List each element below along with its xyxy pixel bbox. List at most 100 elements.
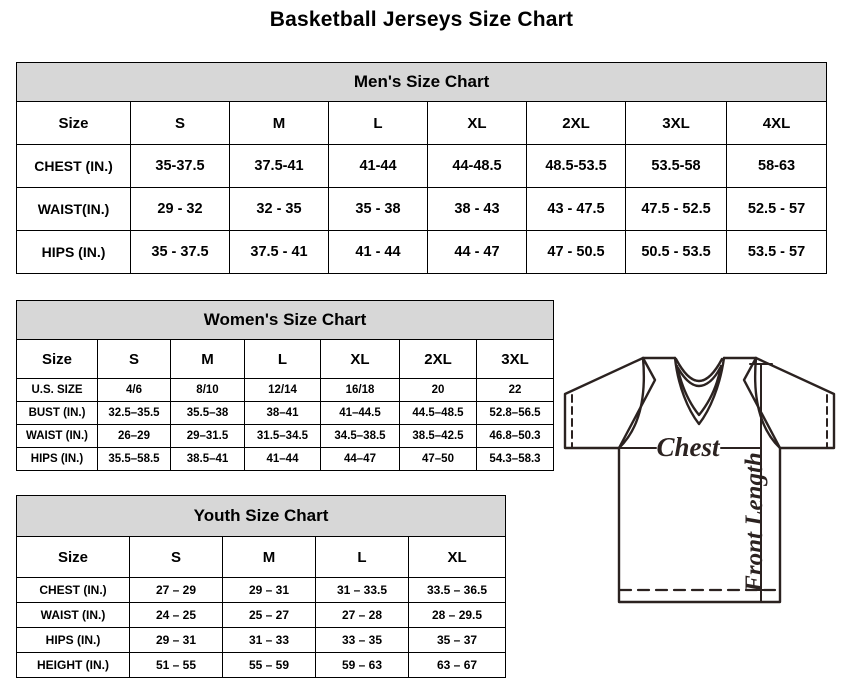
v-neck-outer bbox=[673, 356, 726, 426]
womens-row-label-waist: WAIST (IN.) bbox=[16, 424, 98, 448]
mens-header-row: Size S M L XL 2XL 3XL 4XL bbox=[16, 101, 828, 145]
mens-cell-chest-l: 41-44 bbox=[328, 144, 428, 188]
table-row: BUST (IN.) 32.5–35.5 35.5–38 38–41 41–44… bbox=[16, 401, 555, 425]
mens-cell-chest-s: 35-37.5 bbox=[130, 144, 230, 188]
mens-cell-hips-xl: 44 - 47 bbox=[427, 230, 527, 274]
womens-cell-ussize-l: 12/14 bbox=[244, 378, 321, 402]
mens-cell-waist-xl: 38 - 43 bbox=[427, 187, 527, 231]
mens-col-header-xl: XL bbox=[427, 101, 527, 145]
table-row: U.S. SIZE 4/6 8/10 12/14 16/18 20 22 bbox=[16, 378, 555, 402]
mens-col-header-m: M bbox=[229, 101, 329, 145]
womens-size-chart-table: Women's Size Chart Size S M L XL 2XL 3XL… bbox=[15, 300, 555, 471]
youth-col-header-xl: XL bbox=[407, 536, 507, 578]
womens-cell-waist-m: 29–31.5 bbox=[170, 424, 245, 448]
youth-cell-waist-xl: 28 – 29.5 bbox=[407, 602, 507, 628]
mens-row-label-chest: CHEST (IN.) bbox=[16, 144, 131, 188]
womens-col-header-l: L bbox=[244, 339, 321, 379]
mens-cell-waist-s: 29 - 32 bbox=[130, 187, 230, 231]
table-row: WAIST (IN.) 24 – 25 25 – 27 27 – 28 28 –… bbox=[16, 602, 507, 628]
womens-caption-row: Women's Size Chart bbox=[15, 300, 555, 340]
table-row: WAIST(IN.) 29 - 32 32 - 35 35 - 38 38 - … bbox=[16, 187, 828, 231]
mens-cell-hips-s: 35 - 37.5 bbox=[130, 230, 230, 274]
womens-cell-waist-3xl: 46.8–50.3 bbox=[475, 424, 555, 448]
youth-cell-height-xl: 63 – 67 bbox=[407, 652, 507, 678]
youth-cell-height-s: 51 – 55 bbox=[129, 652, 223, 678]
mens-caption-row: Men's Size Chart bbox=[15, 62, 828, 102]
youth-col-header-l: L bbox=[315, 536, 409, 578]
left-armhole-curve bbox=[617, 356, 646, 450]
v-neck-middle bbox=[675, 364, 723, 417]
youth-cell-chest-xl: 33.5 – 36.5 bbox=[407, 577, 507, 603]
mens-cell-chest-2xl: 48.5-53.5 bbox=[526, 144, 626, 188]
mens-cell-hips-2xl: 47 - 50.5 bbox=[526, 230, 626, 274]
youth-cell-height-m: 55 – 59 bbox=[222, 652, 316, 678]
womens-cell-bust-2xl: 44.5–48.5 bbox=[399, 401, 477, 425]
table-row: CHEST (IN.) 27 – 29 29 – 31 31 – 33.5 33… bbox=[16, 577, 507, 603]
youth-cell-waist-l: 27 – 28 bbox=[315, 602, 409, 628]
youth-col-header-size: Size bbox=[16, 536, 130, 578]
womens-cell-waist-l: 31.5–34.5 bbox=[244, 424, 321, 448]
womens-cell-bust-xl: 41–44.5 bbox=[320, 401, 400, 425]
mens-chart-caption: Men's Size Chart bbox=[15, 62, 828, 102]
mens-row-label-waist: WAIST(IN.) bbox=[16, 187, 131, 231]
womens-col-header-2xl: 2XL bbox=[399, 339, 477, 379]
body-shape bbox=[617, 446, 782, 604]
youth-col-header-s: S bbox=[129, 536, 223, 578]
front-length-label: Front Length bbox=[741, 452, 768, 593]
youth-cell-hips-xl: 35 – 37 bbox=[407, 627, 507, 653]
womens-col-header-s: S bbox=[97, 339, 171, 379]
mens-col-header-s: S bbox=[130, 101, 230, 145]
womens-cell-ussize-m: 8/10 bbox=[170, 378, 245, 402]
left-sleeve-shape bbox=[563, 356, 657, 450]
mens-col-header-l: L bbox=[328, 101, 428, 145]
table-row: CHEST (IN.) 35-37.5 37.5-41 41-44 44-48.… bbox=[16, 144, 828, 188]
youth-size-chart-table: Youth Size Chart Size S M L XL CHEST (IN… bbox=[15, 495, 507, 678]
youth-cell-hips-l: 33 – 35 bbox=[315, 627, 409, 653]
womens-header-row: Size S M L XL 2XL 3XL bbox=[16, 339, 555, 379]
mens-cell-hips-l: 41 - 44 bbox=[328, 230, 428, 274]
youth-cell-chest-l: 31 – 33.5 bbox=[315, 577, 409, 603]
table-row: WAIST (IN.) 26–29 29–31.5 31.5–34.5 34.5… bbox=[16, 424, 555, 448]
womens-cell-waist-2xl: 38.5–42.5 bbox=[399, 424, 477, 448]
womens-cell-ussize-s: 4/6 bbox=[97, 378, 171, 402]
mens-cell-hips-m: 37.5 - 41 bbox=[229, 230, 329, 274]
mens-cell-chest-m: 37.5-41 bbox=[229, 144, 329, 188]
womens-cell-ussize-2xl: 20 bbox=[399, 378, 477, 402]
mens-col-header-4xl: 4XL bbox=[725, 101, 828, 145]
womens-cell-hips-2xl: 47–50 bbox=[399, 447, 477, 471]
youth-row-label-chest: CHEST (IN.) bbox=[16, 577, 130, 603]
table-row: HEIGHT (IN.) 51 – 55 55 – 59 59 – 63 63 … bbox=[16, 652, 507, 678]
womens-cell-hips-s: 35.5–58.5 bbox=[97, 447, 171, 471]
table-row: HIPS (IN.) 29 – 31 31 – 33 33 – 35 35 – … bbox=[16, 627, 507, 653]
womens-cell-ussize-xl: 16/18 bbox=[320, 378, 400, 402]
womens-cell-bust-s: 32.5–35.5 bbox=[97, 401, 171, 425]
womens-row-label-us-size: U.S. SIZE bbox=[16, 378, 98, 402]
table-row: HIPS (IN.) 35.5–58.5 38.5–41 41–44 44–47… bbox=[16, 447, 555, 471]
mens-cell-chest-4xl: 58-63 bbox=[725, 144, 828, 188]
mens-cell-waist-3xl: 47.5 - 52.5 bbox=[625, 187, 727, 231]
table-row: HIPS (IN.) 35 - 37.5 37.5 - 41 41 - 44 4… bbox=[16, 230, 828, 274]
womens-cell-bust-3xl: 52.8–56.5 bbox=[475, 401, 555, 425]
youth-cell-height-l: 59 – 63 bbox=[315, 652, 409, 678]
youth-cell-waist-m: 25 – 27 bbox=[222, 602, 316, 628]
youth-caption-row: Youth Size Chart bbox=[15, 495, 507, 537]
mens-row-label-hips: HIPS (IN.) bbox=[16, 230, 131, 274]
mens-col-header-3xl: 3XL bbox=[625, 101, 727, 145]
womens-cell-ussize-3xl: 22 bbox=[475, 378, 555, 402]
youth-row-label-waist: WAIST (IN.) bbox=[16, 602, 130, 628]
womens-cell-hips-3xl: 54.3–58.3 bbox=[475, 447, 555, 471]
womens-col-header-3xl: 3XL bbox=[475, 339, 555, 379]
mens-cell-hips-3xl: 50.5 - 53.5 bbox=[625, 230, 727, 274]
womens-chart-caption: Women's Size Chart bbox=[15, 300, 555, 340]
youth-header-row: Size S M L XL bbox=[16, 536, 507, 578]
womens-cell-waist-s: 26–29 bbox=[97, 424, 171, 448]
mens-cell-waist-4xl: 52.5 - 57 bbox=[725, 187, 828, 231]
mens-cell-chest-3xl: 53.5-58 bbox=[625, 144, 727, 188]
womens-cell-bust-m: 35.5–38 bbox=[170, 401, 245, 425]
mens-cell-waist-m: 32 - 35 bbox=[229, 187, 329, 231]
womens-row-label-hips: HIPS (IN.) bbox=[16, 447, 98, 471]
womens-col-header-m: M bbox=[170, 339, 245, 379]
youth-chart-caption: Youth Size Chart bbox=[15, 495, 507, 537]
womens-col-header-size: Size bbox=[16, 339, 98, 379]
mens-cell-chest-xl: 44-48.5 bbox=[427, 144, 527, 188]
